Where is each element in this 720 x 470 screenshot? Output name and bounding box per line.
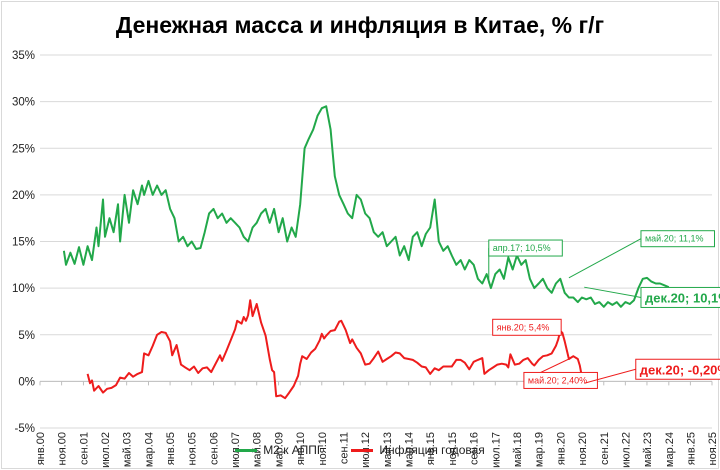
x-tick-label: сен.16 xyxy=(469,432,481,465)
chart-legend: М2 к АППГ Инфляция годовая xyxy=(0,443,720,457)
x-tick-label: янв.00 xyxy=(35,432,47,465)
legend-swatch-inflation xyxy=(351,448,374,452)
x-tick-label: ноя.00 xyxy=(57,432,69,465)
annotation-label: дек.20; -0,20% xyxy=(640,362,720,377)
x-tick-label: янв.10 xyxy=(295,432,307,465)
y-tick-label: 20% xyxy=(12,190,35,202)
x-tick-label: янв.20 xyxy=(555,432,567,465)
legend-item-inflation: Инфляция годовая xyxy=(351,443,485,457)
x-tick-label: мар.14 xyxy=(404,432,416,467)
inflation-series-line xyxy=(86,299,586,400)
chart-title: Денежная масса и инфляция в Китае, % г/г xyxy=(115,12,605,38)
y-tick-label: 0% xyxy=(18,376,35,388)
m2-series-line xyxy=(62,105,670,308)
x-tick-label: янв.25 xyxy=(685,432,697,465)
x-tick-label: май.18 xyxy=(512,432,524,467)
x-tick-label: янв.05 xyxy=(165,432,177,465)
x-tick-label: май.13 xyxy=(382,432,394,467)
annotation-box xyxy=(640,286,720,308)
x-tick-label: июл.17 xyxy=(490,432,502,468)
annotation-label: май.20; 2,40% xyxy=(528,375,587,385)
annotation-label: янв.20; 5,4% xyxy=(497,322,550,332)
annotation-box xyxy=(488,239,563,257)
x-tick-label: май.08 xyxy=(252,432,264,467)
y-tick-label: -5% xyxy=(15,423,35,435)
x-tick-label: ноя.25 xyxy=(707,432,719,465)
x-tick-label: май.23 xyxy=(642,432,654,467)
annotation-box xyxy=(492,318,562,336)
x-tick-label: мар.24 xyxy=(664,432,676,467)
annotation-label: апр.17; 10,5% xyxy=(493,243,551,253)
annotation-box xyxy=(635,358,720,380)
x-tick-label: янв.15 xyxy=(425,432,437,465)
y-tick-label: 25% xyxy=(12,143,35,155)
annotation-box xyxy=(523,371,598,389)
y-tick-label: 10% xyxy=(12,283,35,295)
y-tick-label: 5% xyxy=(18,330,35,342)
legend-label-m2: М2 к АППГ xyxy=(263,443,324,457)
y-tick-label: 35% xyxy=(12,50,35,62)
x-tick-label: ноя.20 xyxy=(577,432,589,465)
x-tick-label: сен.01 xyxy=(78,432,90,465)
x-tick-label: сен.21 xyxy=(599,432,611,465)
x-tick-label: ноя.10 xyxy=(317,432,329,465)
legend-swatch-m2 xyxy=(235,448,258,452)
annotation-leader-line xyxy=(568,238,642,279)
x-tick-label: ноя.15 xyxy=(447,432,459,465)
legend-label-inflation: Инфляция годовая xyxy=(379,443,485,457)
annotation-label: дек.20; 10,1% xyxy=(645,290,720,305)
x-tick-label: июл.02 xyxy=(100,432,112,468)
annotation-leader-line xyxy=(584,286,642,298)
x-tick-label: июл.22 xyxy=(620,432,632,468)
x-tick-label: май.03 xyxy=(122,432,134,467)
x-tick-label: мар.04 xyxy=(143,432,155,467)
x-tick-label: мар.19 xyxy=(534,432,546,467)
annotation-label: май.20; 11,1% xyxy=(645,234,704,244)
x-tick-label: сен.06 xyxy=(209,432,221,465)
y-tick-label: 30% xyxy=(12,97,35,109)
x-tick-label: ноя.05 xyxy=(187,432,199,465)
x-tick-label: сен.11 xyxy=(339,432,351,464)
annotation-box xyxy=(640,230,715,248)
legend-item-m2: М2 к АППГ xyxy=(235,443,323,457)
x-tick-label: мар.09 xyxy=(274,432,286,467)
annotation-leader-line xyxy=(584,368,636,384)
y-tick-label: 15% xyxy=(12,237,35,249)
